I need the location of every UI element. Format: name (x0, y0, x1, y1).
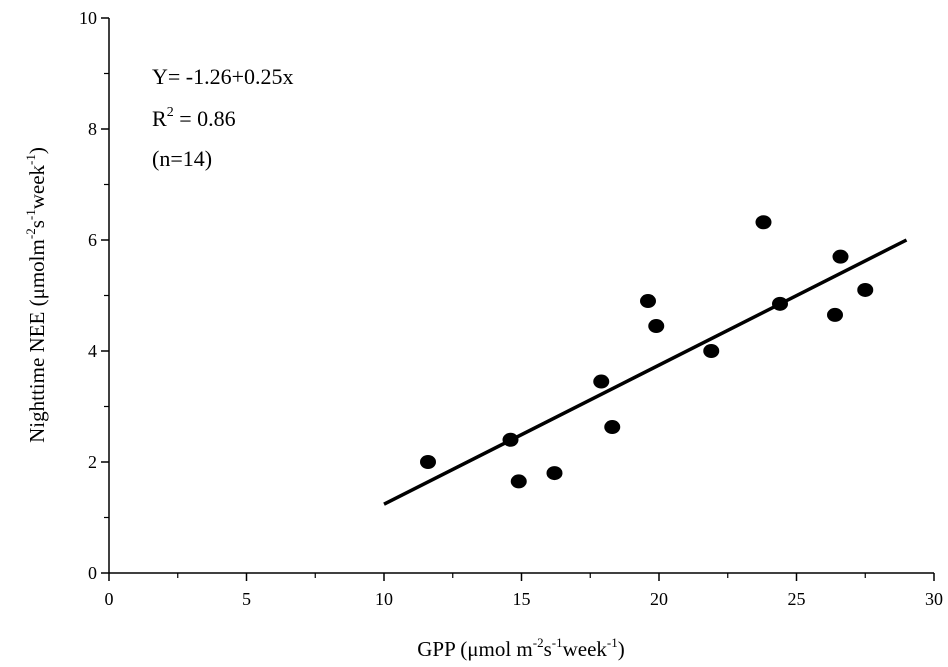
point (648, 319, 665, 334)
x-axis-label: GPP (μmol m-2s-1week-1) (417, 635, 625, 661)
y-axis-label-sup: -2 (23, 228, 38, 239)
x-tick-label: 10 (375, 589, 393, 609)
x-axis-label-sup: -1 (552, 635, 563, 650)
x-tick-label: 0 (105, 589, 114, 609)
x-tick-label: 15 (513, 589, 531, 609)
y-axis-label: Nighttime NEE (μmolm-2s-1week-1) (23, 147, 49, 443)
trend-line (383, 238, 908, 506)
y-tick-label: 2 (88, 452, 97, 472)
point (593, 374, 610, 389)
y-tick-label: 10 (79, 8, 97, 28)
y-tick-label: 4 (88, 341, 97, 361)
annotation: (n=14) (152, 146, 212, 171)
point (640, 294, 656, 309)
annotation: Y= -1.26+0.25x (152, 64, 294, 89)
annotation-part: Y= -1.26+0.25x (152, 64, 294, 89)
y-axis-label-part: ) (25, 147, 49, 154)
y-axis-label-part: s (25, 220, 49, 228)
x-axis-label-part: ) (618, 637, 625, 661)
annotation-part: (n=14) (152, 146, 212, 171)
x-tick-label: 30 (925, 589, 943, 609)
annotation-part: = 0.86 (174, 106, 236, 131)
point (604, 420, 621, 435)
x-tick-label: 5 (242, 589, 251, 609)
point (420, 455, 436, 469)
y-tick-label: 6 (88, 230, 97, 250)
y-axis-label-sup: -1 (23, 154, 38, 165)
point (827, 307, 843, 322)
x-axis-label-part: s (544, 637, 552, 661)
y-tick-label: 8 (88, 119, 97, 139)
point (546, 466, 563, 481)
x-axis-label-part: week (563, 637, 608, 661)
point (832, 249, 849, 264)
y-axis-label-part: Nighttime NEE (μmolm (25, 239, 49, 443)
x-axis-label-sup: -2 (533, 635, 544, 650)
annotation: R2 = 0.86 (152, 105, 236, 131)
annotation-sup: 2 (167, 105, 174, 120)
x-axis-label-sup: -1 (607, 635, 618, 650)
x-axis-label-part: GPP (μmol m (417, 637, 533, 661)
point (703, 344, 720, 358)
point (755, 215, 772, 230)
point (510, 474, 527, 489)
y-axis-label-sup: -1 (23, 209, 38, 220)
point (857, 282, 874, 297)
y-axis-label-part: week (25, 164, 49, 209)
x-tick-label: 25 (788, 589, 806, 609)
annotation-part: R (152, 106, 167, 131)
y-tick-label: 0 (88, 563, 97, 583)
x-tick-label: 20 (650, 589, 668, 609)
